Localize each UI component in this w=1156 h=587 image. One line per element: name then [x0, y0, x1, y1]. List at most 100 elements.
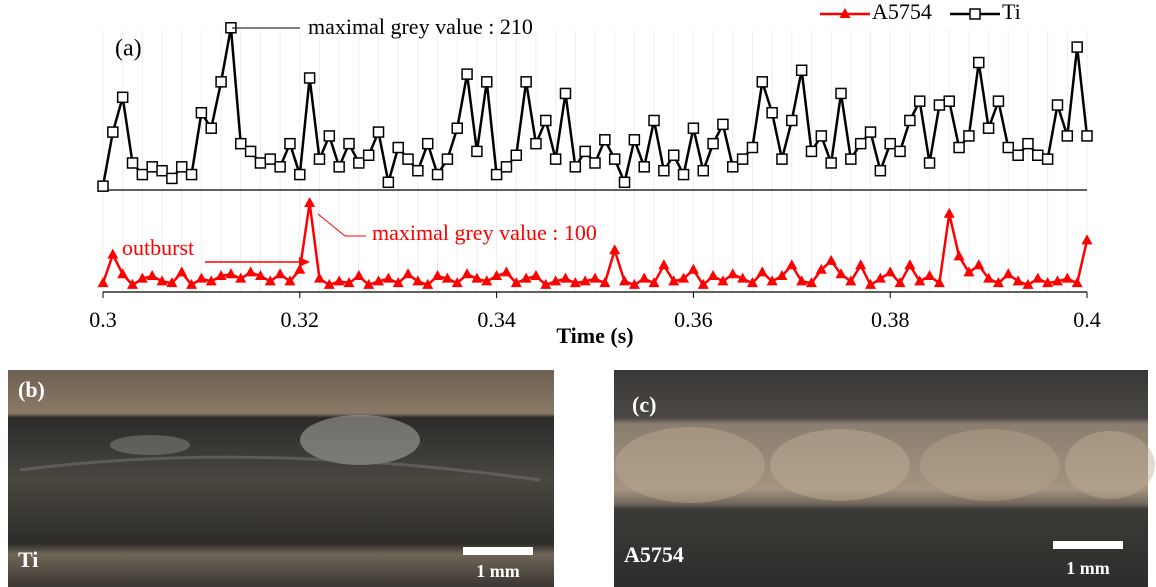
marker [707, 137, 719, 150]
marker [559, 272, 571, 283]
marker [451, 277, 463, 288]
marker [786, 259, 798, 270]
marker [717, 118, 729, 131]
marker [1041, 153, 1054, 165]
arrow-head [299, 257, 310, 267]
marker [323, 278, 335, 289]
marker [884, 137, 896, 150]
marker [481, 76, 493, 88]
marker [254, 269, 266, 280]
marker [953, 141, 965, 154]
marker [569, 161, 582, 173]
legend-label: A5754 [872, 0, 932, 24]
panel-label: (a) [115, 36, 142, 62]
marker [549, 153, 562, 165]
marker [776, 269, 788, 280]
leader-line [317, 213, 366, 237]
marker [146, 161, 158, 173]
marker [412, 275, 424, 286]
marker [392, 277, 404, 288]
marker [471, 145, 483, 158]
scale-label: 1 mm [476, 561, 520, 581]
marker [1071, 277, 1083, 288]
marker [471, 272, 483, 283]
marker [697, 278, 709, 289]
marker [707, 269, 719, 280]
marker [756, 76, 769, 88]
marker [1002, 141, 1015, 154]
marker [825, 157, 837, 169]
marker [392, 141, 404, 154]
marker [609, 244, 621, 255]
marker [116, 91, 129, 104]
marker [746, 277, 758, 288]
marker [992, 277, 1004, 288]
marker [727, 161, 739, 173]
marker [166, 277, 178, 288]
marker [431, 168, 444, 181]
marker [117, 268, 129, 279]
marker [795, 64, 808, 77]
marker [668, 275, 680, 286]
marker [1032, 149, 1044, 161]
marker [914, 275, 926, 286]
marker [963, 266, 975, 277]
marker [766, 275, 778, 286]
marker [1061, 130, 1074, 142]
marker [648, 277, 660, 288]
marker [599, 134, 611, 146]
marker [205, 275, 217, 286]
marker [825, 254, 837, 265]
marker [973, 56, 985, 69]
marker [264, 275, 276, 286]
x-axis-title: Time (s) [556, 323, 633, 348]
marker [303, 72, 316, 84]
marker [205, 122, 217, 134]
marker [343, 137, 355, 150]
marker [589, 157, 601, 169]
marker [1071, 41, 1083, 53]
marker [756, 266, 768, 277]
marker [156, 275, 168, 286]
marker [933, 277, 945, 288]
marker [510, 277, 522, 288]
marker [126, 157, 139, 169]
marker [874, 164, 887, 177]
marker [313, 153, 326, 165]
marker [500, 266, 512, 277]
marker [845, 153, 857, 165]
marker [559, 87, 572, 100]
marker [884, 266, 896, 277]
marker [982, 122, 995, 134]
marker [805, 277, 817, 288]
marker [540, 278, 552, 289]
marker [530, 137, 542, 150]
marker [500, 161, 513, 173]
x-tick-label: 0.34 [477, 307, 516, 332]
marker [638, 272, 650, 283]
marker [1012, 149, 1024, 161]
marker [619, 275, 631, 286]
marker [363, 278, 375, 289]
marker [874, 272, 886, 283]
marker [520, 272, 532, 283]
marker [933, 99, 946, 111]
photo-b [8, 370, 554, 587]
marker [402, 268, 414, 279]
marker [1081, 130, 1093, 142]
marker [855, 259, 867, 270]
x-tick-label: 0.38 [871, 307, 910, 332]
marker [373, 275, 385, 286]
marker [815, 130, 828, 142]
marker [1022, 137, 1034, 150]
sample-label: A5754 [624, 542, 684, 567]
marker [839, 8, 851, 18]
marker [481, 275, 493, 286]
marker [845, 275, 857, 286]
marker [746, 141, 759, 154]
marker [599, 277, 611, 288]
marker [520, 76, 532, 88]
marker [412, 164, 424, 177]
marker [854, 137, 867, 150]
marker [913, 95, 926, 107]
